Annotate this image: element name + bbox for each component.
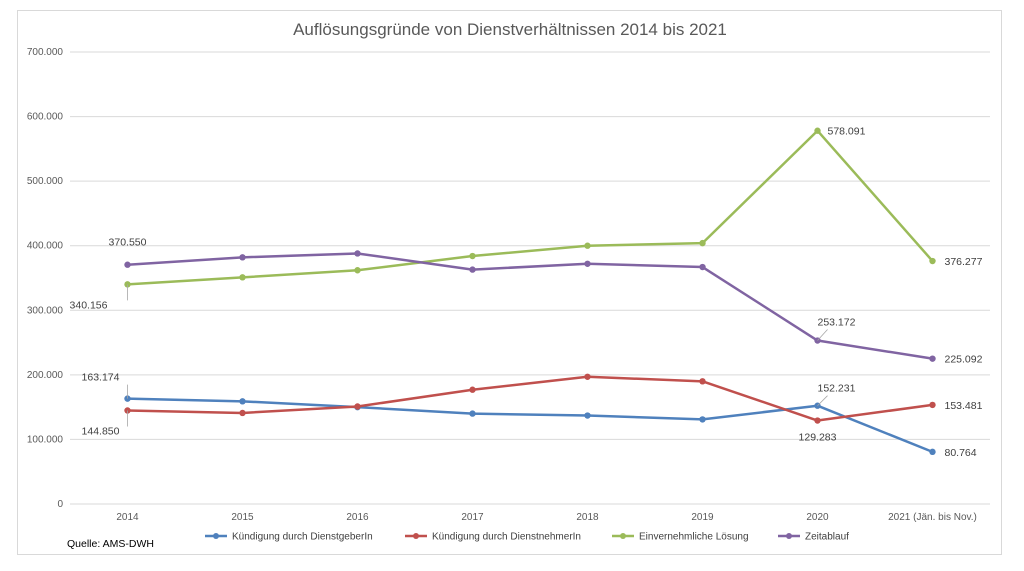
y-tick-label: 700.000 (27, 47, 64, 58)
data-point (814, 127, 821, 134)
legend: Kündigung durch DienstgeberIn Kündigung d… (205, 532, 849, 543)
data-label: 144.850 (82, 425, 120, 437)
data-label: 163.174 (82, 372, 120, 384)
y-tick-label: 100.000 (27, 434, 64, 445)
y-tick-label: 300.000 (27, 305, 64, 316)
series-line (127, 375, 933, 422)
x-tick-label: 2021 (Jän. bis Nov.) (888, 512, 977, 523)
source-note: Quelle: AMS-DWH (67, 538, 154, 550)
x-tick-label: 2015 (231, 512, 254, 523)
y-axis: 0 100.000 200.000 300.000 400.000 500.000 600.… (27, 47, 64, 510)
x-tick-label: 2014 (116, 512, 139, 523)
y-tick-label: 200.000 (27, 370, 64, 381)
series-line (127, 252, 933, 360)
data-point (239, 398, 246, 405)
data-point (699, 263, 706, 271)
series-line (127, 129, 934, 286)
legend-swatch-marker (786, 533, 792, 539)
data-point (239, 409, 246, 417)
data-point (469, 252, 476, 260)
data-point (239, 254, 246, 261)
chart-frame (17, 10, 1002, 555)
series-line (127, 397, 933, 454)
data-label: 253.172 (818, 317, 856, 329)
x-tick-label: 2019 (691, 512, 714, 523)
data-point (354, 403, 361, 410)
legend-swatch-marker (620, 533, 626, 539)
data-point (354, 267, 361, 274)
legend-label: Einvernehmliche Lösung (639, 532, 749, 543)
data-point (124, 261, 131, 268)
legend-swatch-marker (413, 533, 419, 539)
data-point (584, 242, 591, 249)
data-label: 340.156 (70, 299, 108, 311)
y-tick-label: 400.000 (27, 241, 64, 252)
data-label: 153.481 (945, 400, 983, 412)
x-tick-label: 2020 (806, 512, 829, 523)
legend-label: Zeitablauf (805, 532, 849, 543)
data-label: 80.764 (945, 447, 977, 459)
data-point (469, 266, 476, 273)
data-point (699, 378, 706, 385)
data-label: 578.091 (828, 126, 866, 138)
data-point (584, 412, 591, 419)
data-point (239, 274, 246, 281)
legend-label: Kündigung durch DienstgeberIn (232, 532, 373, 543)
data-point (124, 407, 131, 414)
x-tick-label: 2018 (576, 512, 599, 523)
data-labels: 163.174 152.231 80.764 144.850 129.283 153.48… (70, 126, 983, 459)
data-label: 152.231 (818, 383, 856, 395)
y-tick-label: 600.000 (27, 112, 64, 123)
x-tick-label: 2016 (346, 512, 369, 523)
data-point (699, 239, 706, 247)
y-tick-label: 500.000 (27, 176, 64, 187)
data-label: 129.283 (799, 432, 837, 444)
chart-title: Auflösungsgründe von Dienstverhältnissen… (293, 20, 727, 39)
legend-label: Kündigung durch DienstnehmerIn (432, 532, 581, 543)
x-tick-label: 2017 (461, 512, 484, 523)
x-axis: 2014 2015 2016 2017 2018 2019 2020 2021 (Jän. b… (116, 512, 977, 523)
data-point (929, 401, 936, 409)
data-point (929, 355, 936, 362)
data-point (814, 417, 821, 424)
y-tick-label: 0 (57, 499, 63, 510)
data-point (929, 257, 936, 265)
data-point (699, 416, 706, 423)
data-point (584, 260, 591, 267)
data-point (469, 386, 476, 393)
label-leader-line (817, 329, 828, 341)
data-point (124, 281, 131, 288)
data-point (354, 250, 361, 257)
gridlines (70, 51, 990, 505)
label-leader-line (817, 395, 828, 406)
data-point (929, 448, 936, 456)
data-label: 225.092 (945, 354, 983, 366)
legend-swatch-marker (213, 533, 219, 539)
series-group (124, 127, 936, 456)
data-point (584, 373, 591, 380)
data-point (469, 410, 476, 417)
data-label: 370.550 (109, 237, 147, 249)
data-label: 376.277 (945, 256, 983, 268)
